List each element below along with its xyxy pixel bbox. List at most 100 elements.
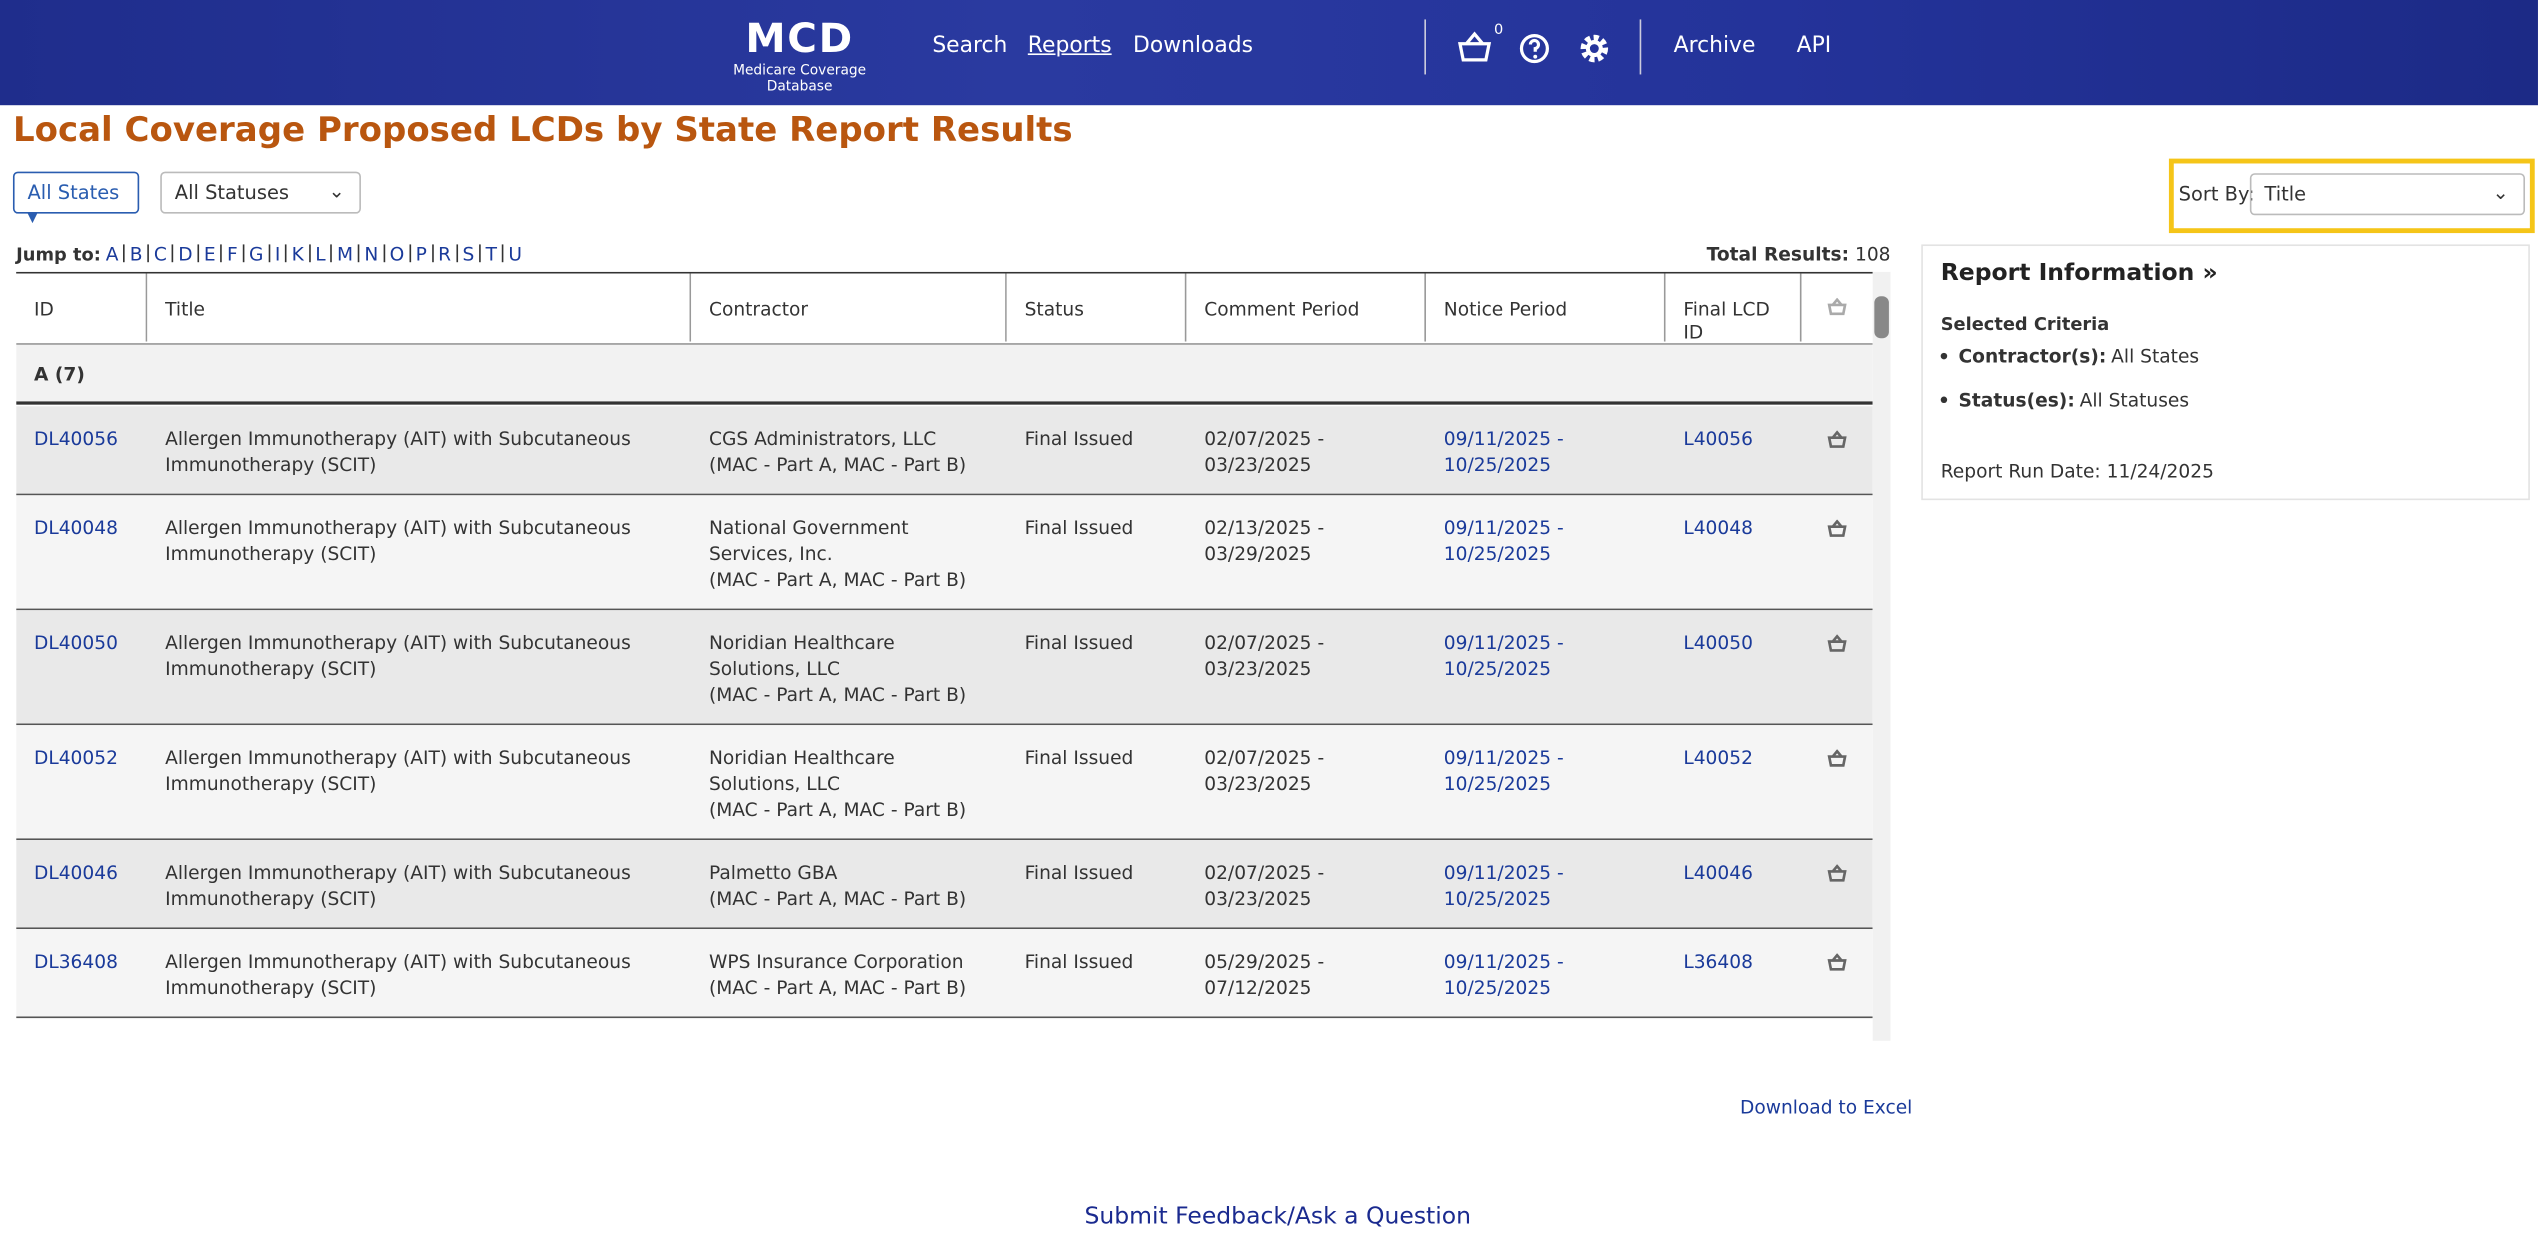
criteria-item: Contractor(s): All States	[1940, 345, 2199, 367]
total-value: 108	[1854, 242, 1891, 266]
final-lcd-link[interactable]: L40050	[1683, 631, 1753, 654]
jump-letter[interactable]: F	[227, 242, 238, 266]
settings-icon[interactable]	[1578, 32, 1610, 64]
lcd-id-link[interactable]: DL36408	[33, 950, 118, 973]
jump-letter[interactable]: B	[129, 242, 143, 266]
contractor-cell: CGS Administrators, LLC (MAC - Part A, MA…	[709, 426, 989, 478]
divider	[1639, 19, 1642, 75]
separator	[357, 244, 360, 263]
jump-label: Jump to:	[16, 244, 101, 266]
contractor-name: CGS Administrators, LLC	[708, 427, 937, 450]
separator	[330, 244, 333, 263]
jump-letter[interactable]: D	[178, 242, 193, 266]
jump-letter[interactable]: G	[249, 242, 264, 266]
status: Final Issued	[1024, 746, 1134, 769]
total-label: Total Results:	[1706, 242, 1850, 266]
separator	[409, 244, 411, 263]
basket-button[interactable]	[1827, 634, 1847, 652]
contractor-cell: Noridian Healthcare Solutions, LLC (MAC -…	[709, 745, 989, 823]
status-select[interactable]: All Statuses ⌄	[160, 171, 361, 214]
column-header: Contractor	[691, 273, 1007, 342]
jump-letter[interactable]: S	[462, 242, 475, 266]
status: Final Issued	[1024, 516, 1134, 539]
status: Final Issued	[1024, 427, 1134, 450]
jump-letter[interactable]: M	[336, 242, 354, 266]
jump-letter[interactable]: R	[438, 242, 452, 266]
column-header: Notice Period	[1425, 273, 1666, 342]
states-dropdown[interactable]: All States ▼	[12, 171, 140, 225]
jump-letter[interactable]: E	[203, 242, 216, 266]
download-link[interactable]: Download to Excel	[1739, 1095, 1913, 1119]
basket-icon[interactable]	[1457, 31, 1493, 63]
contractor-cell: WPS Insurance Corporation (MAC - Part A, …	[709, 948, 989, 1000]
separator	[501, 244, 504, 263]
basket-button[interactable]	[1827, 519, 1847, 538]
feedback-link[interactable]: Submit Feedback/Ask a Question	[1084, 1204, 1472, 1231]
contractor-type: (MAC - Part A, MAC - Part B)	[708, 683, 967, 706]
basket-button[interactable]	[1827, 297, 1847, 316]
contractor-type: (MAC - Part A, MAC - Part B)	[708, 797, 967, 821]
nav-link[interactable]: API	[1796, 32, 1832, 59]
sort-value: Title	[2264, 182, 2307, 206]
jump-letter[interactable]: L	[315, 242, 326, 266]
basket-button[interactable]	[1827, 749, 1847, 767]
notice-period-link[interactable]: 09/11/2025 - 10/25/2025	[1443, 516, 1564, 565]
separator	[197, 244, 200, 263]
final-lcd-link[interactable]: L40052	[1683, 746, 1753, 769]
scroll-thumb[interactable]	[1874, 296, 1889, 339]
separator	[431, 244, 434, 263]
jump-letter[interactable]: K	[291, 242, 304, 266]
nav-link[interactable]: Search	[932, 32, 1008, 59]
status: Final Issued	[1024, 861, 1134, 884]
lcd-id-link[interactable]: DL40056	[33, 427, 118, 450]
help-icon[interactable]	[1518, 32, 1550, 64]
notice-period-link[interactable]: 09/11/2025 - 10/25/2025	[1443, 746, 1564, 795]
basket-button[interactable]	[1827, 864, 1847, 882]
jump-letter[interactable]: O	[389, 242, 405, 266]
table-row: DL40050 Allergen Immunotherapy (AIT) with…	[16, 610, 1873, 726]
lcd-id-link[interactable]: DL40052	[33, 746, 118, 769]
nav-link[interactable]: Downloads	[1133, 32, 1254, 59]
lcd-id-link[interactable]: DL40050	[33, 631, 118, 654]
jump-letter[interactable]: A	[105, 242, 119, 266]
notice-period-link[interactable]: 09/11/2025 - 10/25/2025	[1443, 427, 1564, 476]
jump-letter[interactable]: P	[415, 242, 427, 266]
logo-text: MCD	[745, 14, 854, 62]
nav-link[interactable]: Archive	[1673, 32, 1756, 59]
final-lcd-link[interactable]: L40056	[1683, 427, 1753, 450]
notice-period-link[interactable]: 09/11/2025 - 10/25/2025	[1443, 631, 1564, 680]
comment-period: 02/07/2025 - 03/23/2025	[1204, 631, 1325, 680]
jump-letter[interactable]: U	[508, 242, 522, 266]
notice-period-link[interactable]: 09/11/2025 - 10/25/2025	[1443, 861, 1564, 910]
run-date: Report Run Date: 11/24/2025	[1941, 460, 2214, 483]
basket-icon	[1827, 749, 1847, 767]
final-lcd-link[interactable]: L36408	[1683, 950, 1753, 973]
scrollbar[interactable]	[1872, 271, 1891, 1041]
basket-icon	[1827, 519, 1847, 537]
jump-letter[interactable]: C	[153, 242, 167, 266]
basket-button[interactable]	[1827, 430, 1847, 449]
final-lcd-link[interactable]: L40046	[1683, 861, 1753, 884]
lcd-id-link[interactable]: DL40046	[33, 861, 118, 884]
sort-select[interactable]: Title ⌄	[2249, 173, 2526, 216]
nav-link[interactable]: Reports	[1027, 32, 1112, 59]
basket-button[interactable]	[1827, 953, 1847, 971]
bullet	[1940, 352, 1948, 360]
lcd-id-link[interactable]: DL40048	[33, 516, 118, 539]
results-table: ID Title Contractor Status Comment Period Not…	[16, 271, 1873, 1042]
lcd-title: Allergen Immunotherapy (AIT) with Subcut…	[165, 427, 631, 476]
jump-letter[interactable]: T	[485, 242, 498, 266]
status-label: All Statuses	[174, 181, 290, 204]
column-header: Title	[147, 273, 692, 342]
basket-icon	[1827, 297, 1847, 316]
notice-period-link[interactable]: 09/11/2025 - 10/25/2025	[1443, 950, 1564, 999]
basket-icon	[1827, 634, 1847, 652]
jump-letter[interactable]: I	[274, 242, 281, 266]
separator	[171, 244, 174, 263]
logo[interactable]: MCD Medicare Coverage Database	[701, 15, 898, 96]
final-lcd-link[interactable]: L40048	[1683, 516, 1753, 539]
sort-label: Sort By:	[2178, 182, 2255, 206]
jump-letter[interactable]: N	[364, 242, 379, 266]
states-label: All States	[27, 181, 120, 204]
